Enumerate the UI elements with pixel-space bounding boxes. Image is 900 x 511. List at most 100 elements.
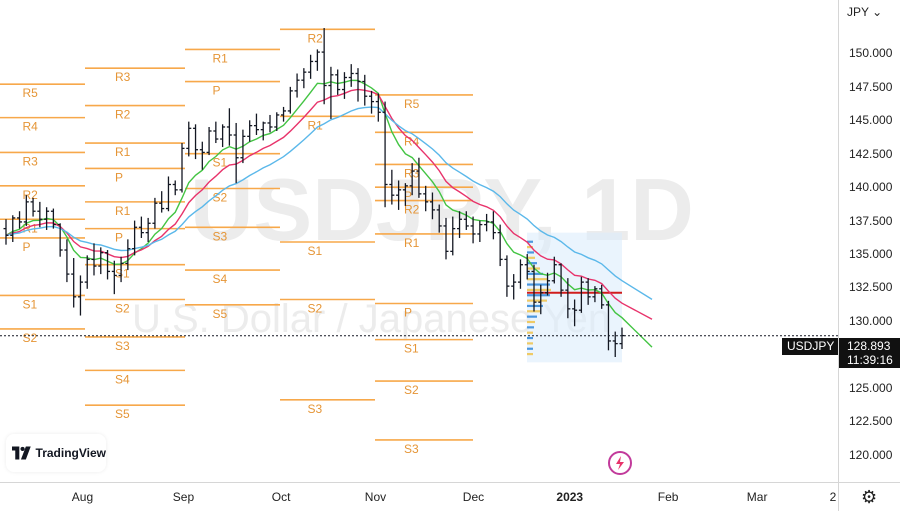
chart-area[interactable]: USDJPY, 1D U.S. Dollar / Japanese Yen R5… — [0, 0, 838, 482]
chevron-down-icon: ⌄ — [872, 5, 883, 19]
ohlc-bar — [605, 300, 611, 351]
time-axis[interactable]: Aug Sep Oct Nov Dec 2023 Feb Mar 2 — [0, 482, 838, 511]
ohlc-bar — [50, 208, 56, 229]
ohlc-bar — [159, 191, 165, 213]
ohlc-bar — [260, 121, 266, 141]
tradingview-brand: TradingView — [35, 446, 106, 460]
ohlc-bar — [578, 276, 584, 313]
chart-settings-corner: ⚙ — [838, 482, 900, 511]
volume-profile-bar — [527, 336, 533, 340]
ohlc-bar — [612, 331, 618, 358]
currency-selector[interactable]: JPY ⌄ — [847, 5, 882, 19]
ohlc-bar — [531, 264, 537, 312]
ohlc-bar — [165, 176, 171, 212]
pivot-label: S3 — [308, 402, 323, 416]
pivot-label: R2 — [404, 203, 420, 217]
pivot-label: P — [115, 170, 123, 184]
ohlc-bar — [77, 275, 83, 316]
pivot-label: S1 — [115, 267, 130, 281]
ohlc-bar — [145, 217, 151, 242]
volume-profile-bar — [527, 262, 537, 265]
y-tick-label: 132.500 — [849, 280, 893, 295]
ohlc-bar — [10, 215, 16, 242]
ohlc-bar — [389, 169, 395, 205]
ohlc-bar — [321, 28, 327, 105]
ohlc-bar — [152, 197, 158, 229]
pivot-label: R2 — [23, 188, 39, 202]
pivot-label: S5 — [213, 307, 228, 321]
pivot-label: R5 — [404, 97, 420, 111]
ohlc-bar — [267, 114, 273, 133]
currency-label: JPY — [847, 5, 869, 19]
price-chart[interactable]: USDJPY, 1D U.S. Dollar / Japanese Yen R5… — [0, 0, 838, 482]
bar-countdown: 11:39:16 — [847, 353, 893, 367]
y-tick-label: 125.000 — [849, 380, 893, 395]
pivot-label: S2 — [308, 301, 323, 315]
ohlc-bar — [179, 143, 185, 193]
ohlc-bar — [504, 255, 510, 297]
ohlc-bar — [511, 274, 517, 300]
lightning-icon[interactable] — [608, 451, 632, 475]
ohlc-bar — [314, 49, 320, 71]
y-tick-label: 147.500 — [849, 79, 893, 94]
volume-profile-bar — [527, 240, 533, 243]
ohlc-bar — [369, 90, 375, 114]
ohlc-bar — [565, 278, 571, 319]
pivot-label: R1 — [308, 118, 324, 132]
ohlc-bar — [240, 129, 246, 164]
ohlc-bar — [64, 239, 70, 283]
ohlc-bar — [193, 124, 199, 160]
volume-profile-bar — [527, 278, 547, 281]
ohlc-bar — [402, 183, 408, 206]
ohlc-bar — [308, 54, 314, 79]
volume-profile-bar — [527, 299, 547, 302]
ohlc-bar — [328, 66, 334, 119]
pivot-label: R2 — [115, 108, 131, 122]
volume-profile-bar — [527, 342, 533, 345]
ohlc-bar — [470, 216, 476, 244]
pivot-label: P — [115, 231, 123, 245]
x-tick-label: Feb — [657, 490, 679, 504]
ohlc-bar — [382, 101, 388, 208]
ohlc-bar — [443, 217, 449, 260]
ohlc-bar — [23, 195, 29, 226]
ohlc-bar — [30, 197, 36, 217]
tradingview-logo[interactable]: TradingView — [6, 434, 106, 472]
ohlc-bar — [450, 216, 456, 256]
current-price-tag: 128.893 11:39:16 — [839, 338, 900, 368]
volume-profile-bar — [527, 320, 535, 324]
pivot-label: P — [404, 306, 412, 320]
ohlc-bar — [111, 260, 117, 295]
pivot-label: R4 — [23, 120, 39, 134]
volume-profile-bar — [527, 304, 543, 308]
ohlc-bar — [220, 124, 226, 148]
ohlc-bar — [545, 272, 551, 296]
volume-profile-bar — [527, 347, 533, 350]
ohlc-bar — [409, 163, 415, 196]
volume-profile-bar — [527, 288, 551, 291]
ohlc-bar — [213, 121, 219, 144]
ohlc-bar — [429, 192, 435, 220]
ohlc-bar — [396, 180, 402, 210]
pivot-label: S1 — [213, 156, 228, 170]
pivot-label: S2 — [23, 331, 38, 345]
y-tick-label: 150.000 — [849, 46, 893, 61]
x-tick-label: 2023 — [556, 490, 584, 504]
y-tick-label: 137.500 — [849, 213, 893, 228]
ohlc-bar — [341, 72, 347, 99]
ohlc-bar — [57, 223, 63, 257]
y-tick-label: 142.500 — [849, 146, 893, 161]
pivot-label: S2 — [213, 191, 228, 205]
price-axis[interactable]: JPY ⌄ 150.000 147.500 145.000 142.500 140.00… — [838, 0, 900, 482]
x-tick-label: Aug — [71, 490, 94, 504]
volume-profile-bar — [527, 315, 537, 318]
ohlc-bar — [335, 69, 341, 95]
ohlc-bar — [287, 86, 293, 114]
pivot-label: P — [213, 84, 221, 98]
y-tick-label: 145.000 — [849, 113, 893, 128]
volume-profile-zone — [527, 232, 622, 363]
gear-icon[interactable]: ⚙ — [861, 487, 878, 507]
volume-profile-bar — [527, 256, 535, 259]
pivot-label: R1 — [115, 145, 131, 159]
x-tick-label: Nov — [364, 490, 387, 504]
